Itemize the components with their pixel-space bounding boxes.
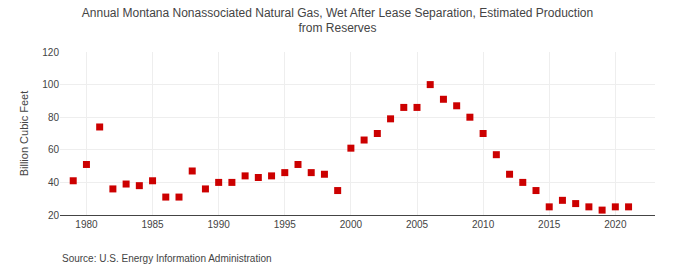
svg-text:1990: 1990 (208, 219, 231, 230)
svg-text:120: 120 (42, 47, 59, 58)
svg-text:1980: 1980 (75, 219, 98, 230)
svg-text:2005: 2005 (406, 219, 429, 230)
svg-text:20: 20 (48, 210, 60, 221)
svg-text:2010: 2010 (472, 219, 495, 230)
svg-text:2015: 2015 (538, 219, 561, 230)
svg-text:40: 40 (48, 177, 60, 188)
svg-text:100: 100 (42, 79, 59, 90)
svg-text:Billion Cubic Feet: Billion Cubic Feet (18, 91, 30, 177)
svg-text:2020: 2020 (604, 219, 627, 230)
svg-text:2000: 2000 (340, 219, 363, 230)
svg-text:Source: U.S. Energy Informatio: Source: U.S. Energy Information Administ… (62, 253, 272, 264)
svg-text:1995: 1995 (274, 219, 297, 230)
svg-text:60: 60 (48, 144, 60, 155)
svg-text:80: 80 (48, 112, 60, 123)
svg-text:1985: 1985 (141, 219, 164, 230)
svg-text:Annual Montana Nonassociated N: Annual Montana Nonassociated Natural Gas… (82, 6, 593, 36)
